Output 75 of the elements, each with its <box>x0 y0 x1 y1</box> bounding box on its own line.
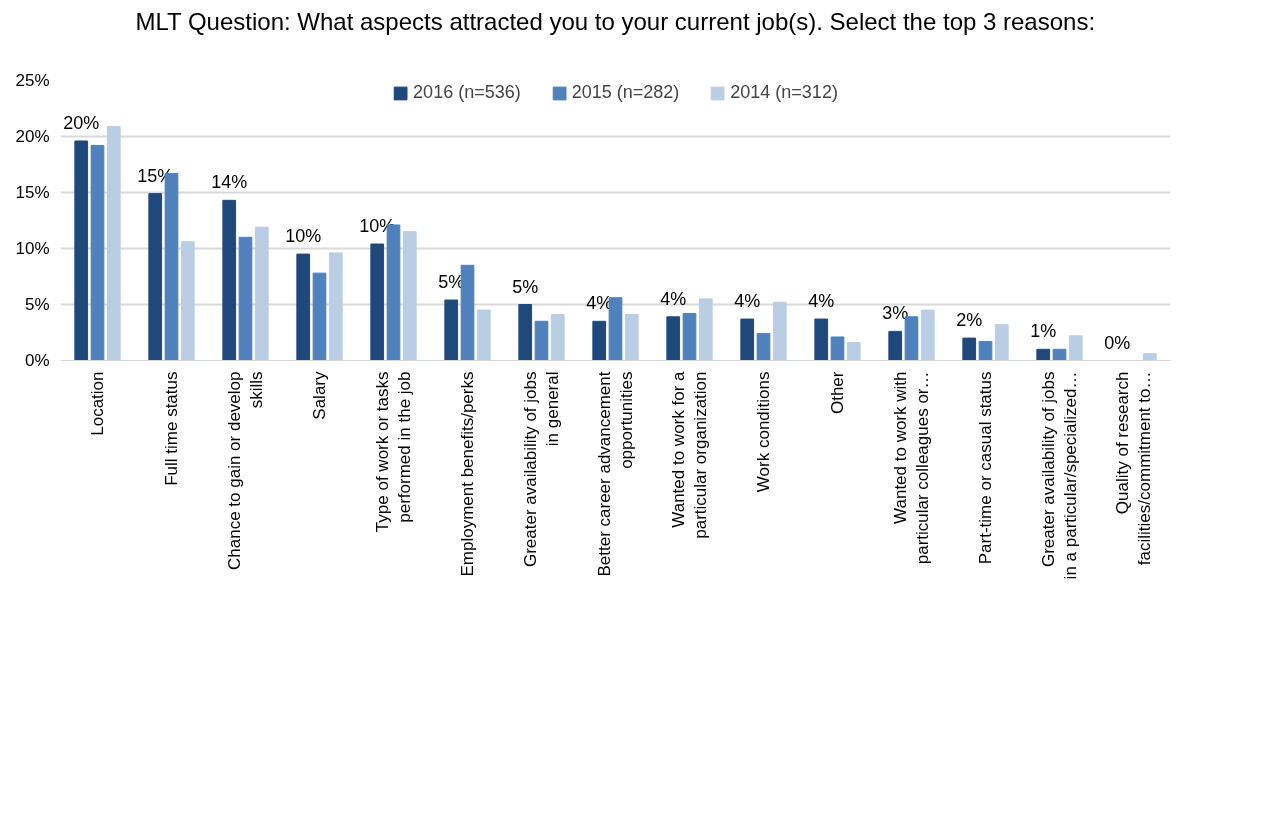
data-label: 20% <box>63 112 100 133</box>
bar <box>222 199 237 361</box>
data-label: 4% <box>734 291 761 312</box>
y-tick-label: 20% <box>15 127 50 146</box>
bar <box>978 340 993 361</box>
x-tick-label: Part-time or casual status <box>976 371 995 565</box>
bar <box>518 304 533 361</box>
bar <box>444 299 459 361</box>
x-tick-label: Employment benefits/perks <box>458 371 477 577</box>
bar <box>756 333 771 361</box>
bar <box>238 236 253 361</box>
bar <box>106 125 121 361</box>
bar <box>148 193 163 361</box>
bar <box>830 336 845 361</box>
bar <box>328 252 343 361</box>
data-label: 0% <box>1104 332 1131 353</box>
bar <box>994 324 1009 361</box>
bar <box>90 144 105 361</box>
y-tick-label: 10% <box>15 239 50 258</box>
bar <box>534 320 549 361</box>
data-label: 4% <box>660 288 687 309</box>
bar <box>1052 348 1067 361</box>
bar <box>370 243 385 361</box>
bar <box>180 241 195 361</box>
data-label: 5% <box>512 276 539 297</box>
x-tick-label: Salary <box>310 371 329 420</box>
x-tick-label: Better career advancement opportunities <box>594 371 637 577</box>
bar <box>740 318 755 361</box>
bar <box>476 309 491 361</box>
bar <box>814 318 829 361</box>
y-tick-label: 0% <box>24 351 50 370</box>
legend-label: 2016 (n=536) <box>413 82 521 103</box>
x-tick-label: Location <box>88 371 107 436</box>
bar <box>666 316 681 361</box>
data-label: 4% <box>808 291 835 312</box>
bar <box>772 301 787 361</box>
bar <box>296 253 311 361</box>
bar <box>698 298 713 361</box>
legend-label: 2014 (n=312) <box>730 82 838 103</box>
bar <box>608 297 623 361</box>
bar <box>402 231 417 361</box>
bar <box>312 272 327 361</box>
bar <box>460 264 475 361</box>
bar <box>682 312 697 361</box>
data-label: 3% <box>882 303 909 324</box>
x-tick-label: Full time status <box>162 371 181 486</box>
data-label: 10% <box>285 226 322 247</box>
data-label: 2% <box>956 310 983 331</box>
bar <box>1068 335 1083 361</box>
bar <box>624 314 639 361</box>
bar <box>920 309 935 361</box>
y-tick-label: 25% <box>15 71 50 90</box>
chart-title: MLT Question: What aspects attracted you to your current job(s). Select the top 3 reasons: <box>135 7 1096 35</box>
data-label: 14% <box>211 172 248 193</box>
bar <box>550 314 565 361</box>
bar <box>1142 353 1157 361</box>
x-tick-label: Greater availability of jobs in a particular/specialized… <box>1038 371 1081 580</box>
y-tick-label: 15% <box>15 183 50 202</box>
bar <box>962 337 977 361</box>
bar <box>846 342 861 361</box>
x-tick-label: Wanted to work with particular colleagues or… <box>890 371 933 565</box>
x-tick-label: Type of work or tasks performed in the job <box>372 371 415 533</box>
bar <box>888 330 903 361</box>
y-tick-label: 5% <box>24 295 50 314</box>
bar <box>74 140 89 361</box>
data-label: 1% <box>1030 321 1057 342</box>
x-tick-label: Chance to gain or develop skills <box>224 371 267 570</box>
bar <box>254 226 269 361</box>
x-tick-label: Other <box>828 371 847 415</box>
x-tick-label: Work conditions <box>754 371 773 493</box>
bar <box>592 320 607 361</box>
bar <box>1036 348 1051 361</box>
legend-label: 2015 (n=282) <box>571 82 680 103</box>
x-tick-label: Quality of research facilities/commitment to… <box>1112 371 1155 566</box>
x-tick-label: Greater availability of jobs in general <box>520 371 563 568</box>
